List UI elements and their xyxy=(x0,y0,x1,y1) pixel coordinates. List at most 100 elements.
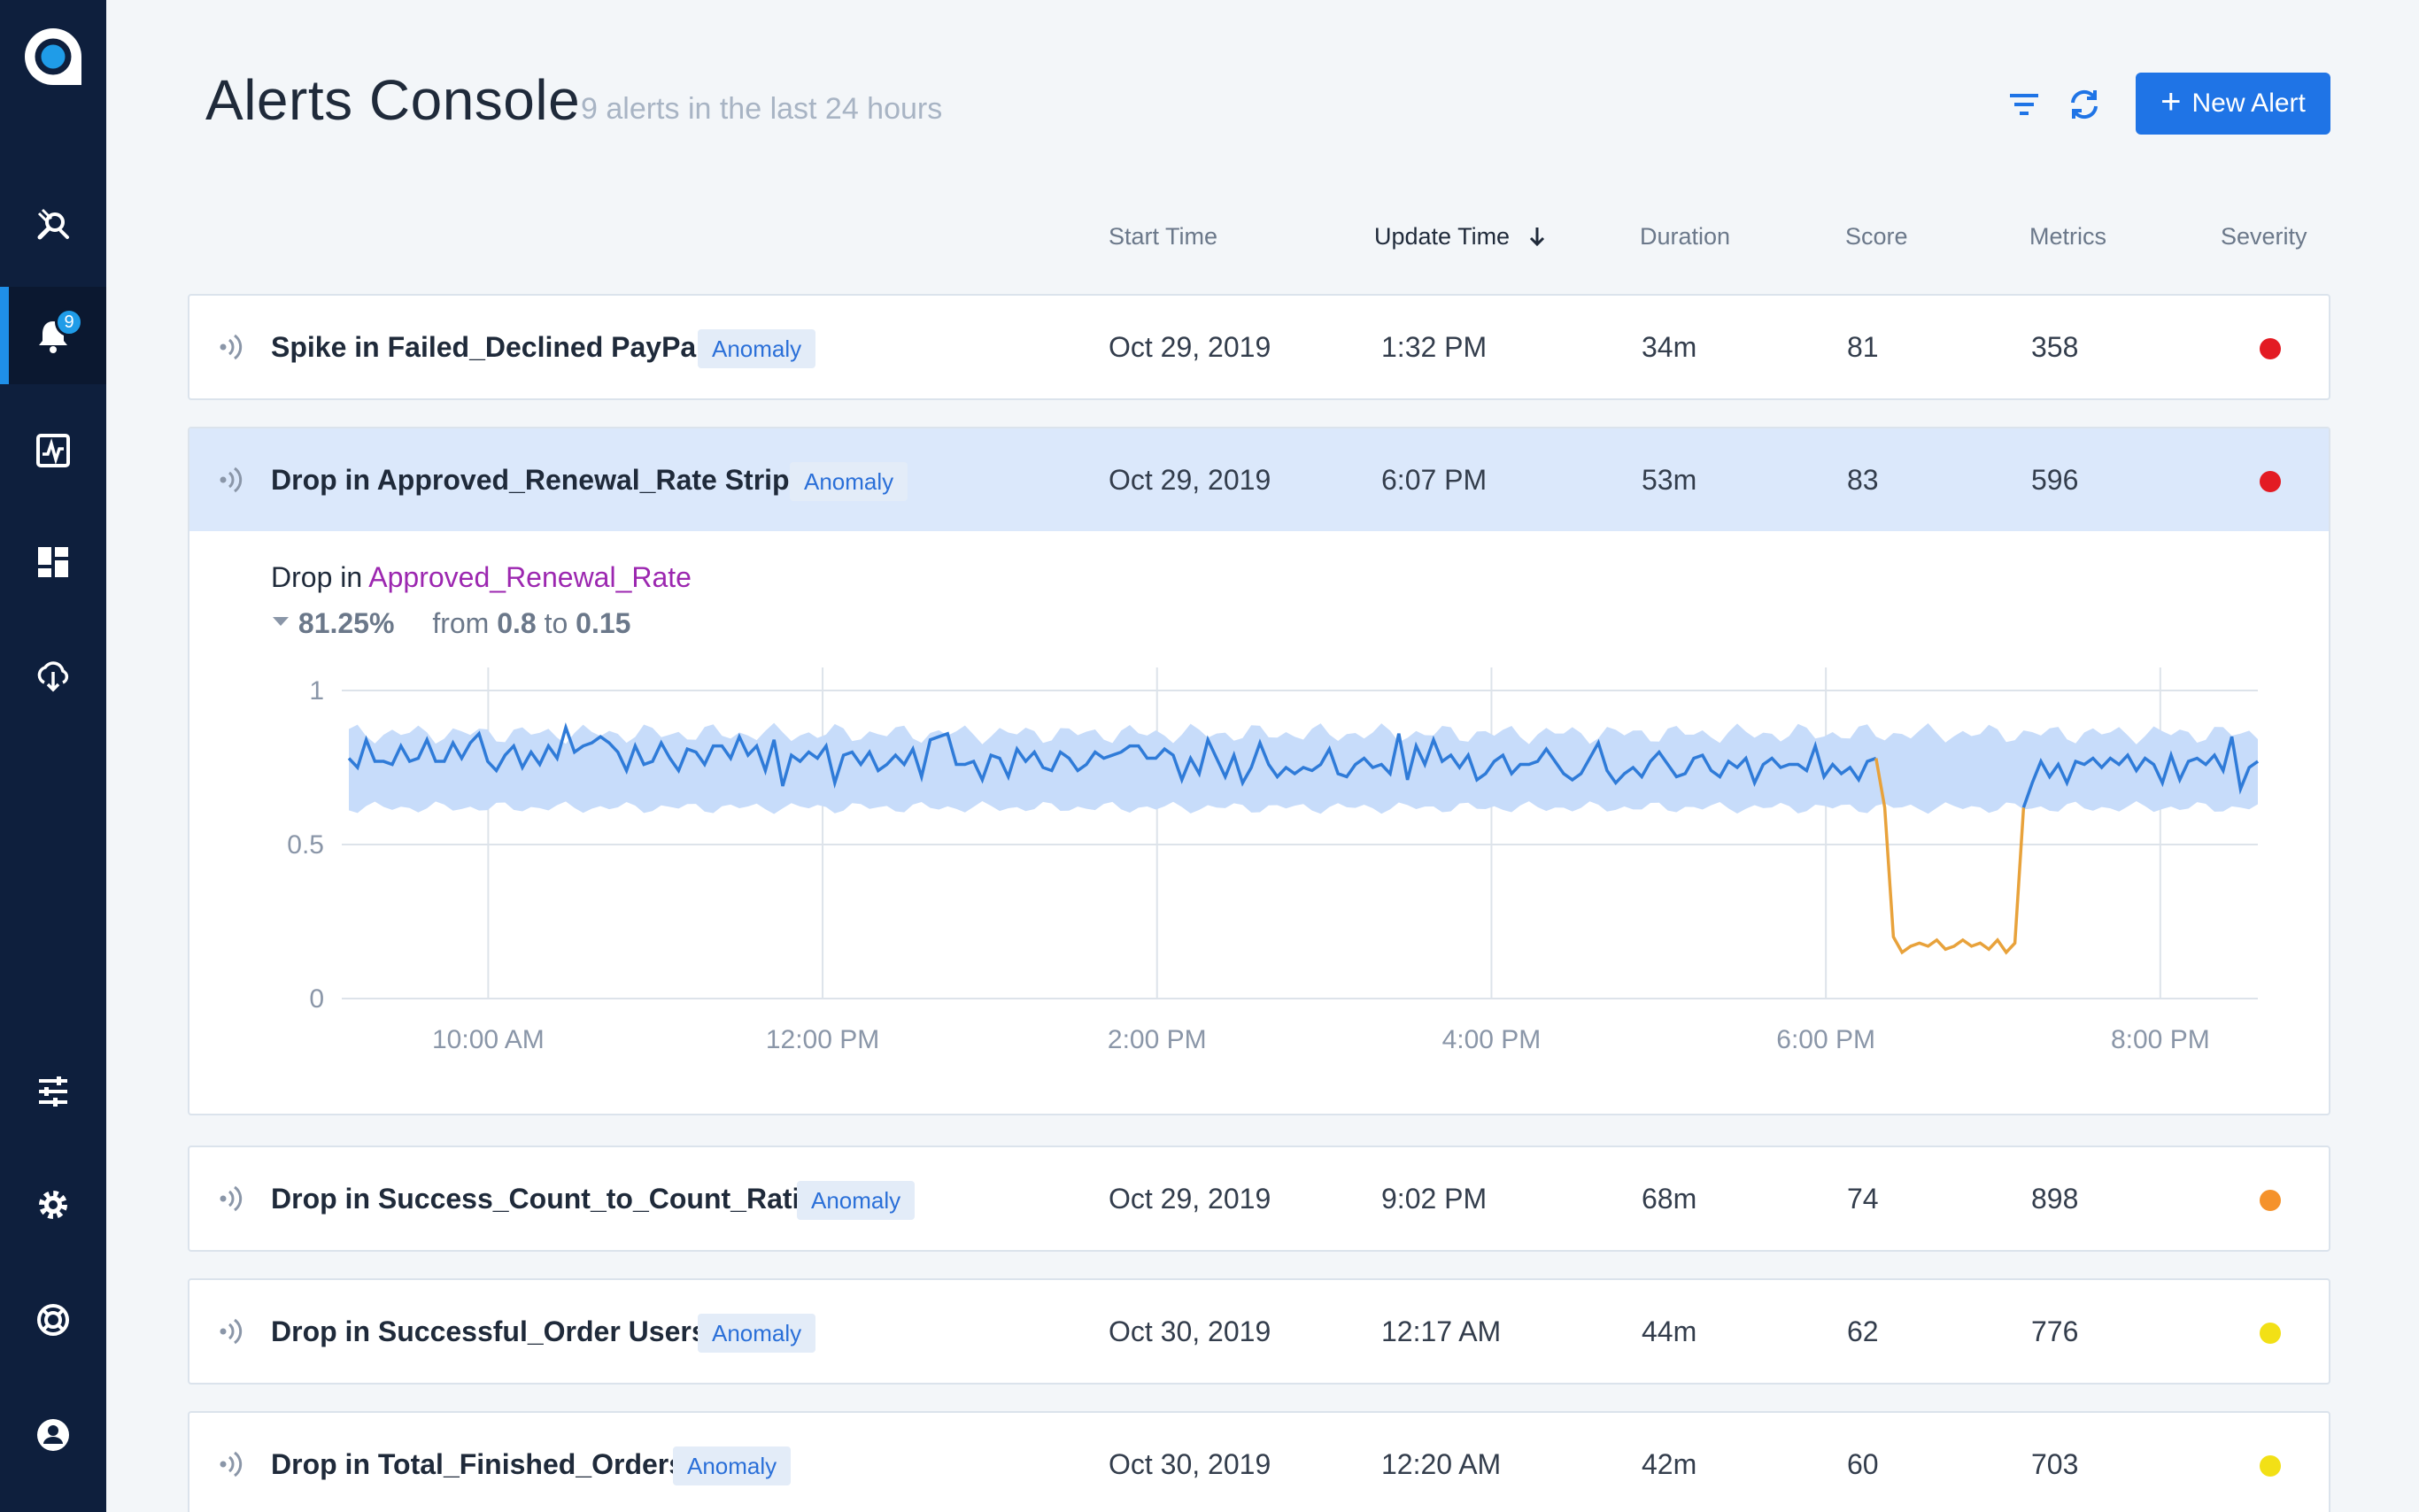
sort-descending-icon xyxy=(1529,228,1544,247)
alert-row[interactable]: Spike in Failed_Declined PayPal Anomaly … xyxy=(188,294,2330,400)
sidebar-item-integrations[interactable] xyxy=(0,627,106,724)
start-time: Oct 29, 2019 xyxy=(1109,331,1271,363)
alerts-count-badge: 9 xyxy=(55,308,83,336)
alert-row-header[interactable]: Drop in Successful_Order Users Anomaly O… xyxy=(189,1280,2329,1383)
update-time: 6:07 PM xyxy=(1381,464,1488,496)
metrics-count: 703 xyxy=(2031,1448,2079,1480)
sidebar-item-dashboards[interactable] xyxy=(0,513,106,611)
alert-row-header[interactable]: Drop in Success_Count_to_Count_Ratio Ano… xyxy=(189,1147,2329,1250)
metric-description: Drop in Approved_Renewal_Rate xyxy=(271,561,692,594)
change-percent: 81.25% xyxy=(298,607,395,639)
metrics-count: 596 xyxy=(2031,464,2079,496)
search-satellite-icon xyxy=(37,208,69,240)
sidebar-item-alerts[interactable]: 9 xyxy=(0,287,106,384)
column-start-time[interactable]: Start Time xyxy=(1109,223,1218,250)
score: 83 xyxy=(1847,464,1879,496)
alert-row-expanded[interactable]: Drop in Approved_Renewal_Rate Stripe Ano… xyxy=(188,427,2330,1115)
activity-chart-icon xyxy=(36,434,70,467)
page-title: Alerts Console xyxy=(205,68,581,132)
sidebar-item-filters[interactable] xyxy=(0,1043,106,1140)
user-icon xyxy=(37,1419,69,1451)
alert-title: Drop in Total_Finished_Orders xyxy=(271,1448,685,1480)
column-severity[interactable]: Severity xyxy=(2221,223,2307,250)
sidebar-item-activity[interactable] xyxy=(0,402,106,499)
alert-row[interactable]: Drop in Total_Finished_Orders Anomaly Oc… xyxy=(188,1411,2330,1512)
update-time: 9:02 PM xyxy=(1381,1183,1488,1215)
start-time: Oct 30, 2019 xyxy=(1109,1448,1271,1480)
x-tick-label: 2:00 PM xyxy=(1108,1025,1207,1054)
anomaly-tag: Anomaly xyxy=(698,329,816,368)
from-value: 0.8 xyxy=(497,607,537,639)
column-duration[interactable]: Duration xyxy=(1640,223,1731,250)
refresh-icon[interactable] xyxy=(2065,85,2104,124)
series-line xyxy=(2021,736,2260,808)
new-alert-label: New Alert xyxy=(2191,89,2306,118)
severity-indicator xyxy=(2260,471,2281,492)
severity-indicator xyxy=(2260,1190,2281,1211)
caret-down-icon xyxy=(273,617,289,626)
alert-row[interactable]: Drop in Success_Count_to_Count_Ratio Ano… xyxy=(188,1146,2330,1252)
cloud-download-icon xyxy=(37,661,69,692)
y-tick-label: 0 xyxy=(309,984,324,1014)
alert-row[interactable]: Drop in Successful_Order Users Anomaly O… xyxy=(188,1278,2330,1385)
dashboard-icon xyxy=(38,547,68,577)
start-time: Oct 29, 2019 xyxy=(1109,1183,1271,1215)
severity-indicator xyxy=(2260,1455,2281,1477)
sidebar: 9 xyxy=(0,0,106,1512)
anomaly-tag: Anomaly xyxy=(698,1314,816,1353)
alert-row-header[interactable]: Spike in Failed_Declined PayPal Anomaly … xyxy=(189,296,2329,398)
x-tick-label: 12:00 PM xyxy=(766,1025,879,1054)
score: 81 xyxy=(1847,331,1879,363)
column-score[interactable]: Score xyxy=(1845,223,1908,250)
sidebar-item-help[interactable] xyxy=(0,1271,106,1369)
sidebar-item-profile[interactable] xyxy=(0,1386,106,1484)
duration: 42m xyxy=(1642,1448,1697,1480)
to-word: to xyxy=(544,607,568,639)
new-alert-button[interactable]: + New Alert xyxy=(2136,73,2330,135)
severity-indicator xyxy=(2260,1323,2281,1344)
help-lifebuoy-icon xyxy=(37,1304,69,1336)
y-tick-label: 0.5 xyxy=(287,830,324,860)
duration: 68m xyxy=(1642,1183,1697,1215)
alert-row-header[interactable]: Drop in Total_Finished_Orders Anomaly Oc… xyxy=(189,1413,2329,1512)
to-value: 0.15 xyxy=(576,607,631,639)
start-time: Oct 30, 2019 xyxy=(1109,1315,1271,1347)
app-logo-icon[interactable] xyxy=(23,27,83,87)
score: 62 xyxy=(1847,1315,1879,1347)
column-update-time[interactable]: Update Time xyxy=(1374,223,1549,251)
signal-icon xyxy=(220,1318,243,1345)
signal-icon xyxy=(220,467,243,493)
start-time: Oct 29, 2019 xyxy=(1109,464,1271,496)
score: 60 xyxy=(1847,1448,1879,1480)
x-tick-label: 10:00 AM xyxy=(432,1025,545,1054)
alert-title: Spike in Failed_Declined PayPal xyxy=(271,331,705,363)
duration: 34m xyxy=(1642,331,1697,363)
signal-icon xyxy=(220,1451,243,1477)
alert-title: Drop in Approved_Renewal_Rate Stripe xyxy=(271,464,806,496)
sidebar-item-explore[interactable] xyxy=(0,175,106,273)
signal-icon xyxy=(220,334,243,360)
metrics-count: 898 xyxy=(2031,1183,2079,1215)
plus-icon: + xyxy=(2160,82,2182,121)
duration: 53m xyxy=(1642,464,1697,496)
anomaly-line xyxy=(1874,758,2026,955)
update-time: 1:32 PM xyxy=(1381,331,1488,363)
metrics-count: 776 xyxy=(2031,1315,2079,1347)
anomaly-tag: Anomaly xyxy=(673,1446,792,1485)
column-update-time-label: Update Time xyxy=(1374,223,1511,250)
update-time: 12:20 AM xyxy=(1381,1448,1502,1480)
anomaly-tag: Anomaly xyxy=(790,462,908,501)
anomaly-tag: Anomaly xyxy=(797,1181,916,1220)
alert-row-header[interactable]: Drop in Approved_Renewal_Rate Stripe Ano… xyxy=(189,428,2329,531)
column-metrics[interactable]: Metrics xyxy=(2029,223,2106,250)
x-tick-label: 8:00 PM xyxy=(2111,1025,2210,1054)
filter-icon[interactable] xyxy=(2005,85,2044,124)
severity-indicator xyxy=(2260,338,2281,359)
anomaly-chart: 0 0.5 1 10:00 AM 12:00 PM 2:00 PM 4:00 PM 6:00 … xyxy=(287,667,2260,1054)
metric-name-link[interactable]: Approved_Renewal_Rate xyxy=(368,561,692,593)
metrics-count: 358 xyxy=(2031,331,2079,363)
sidebar-item-settings[interactable] xyxy=(0,1156,106,1254)
metric-prefix: Drop in xyxy=(271,561,363,593)
sliders-icon xyxy=(39,1076,67,1107)
alerts-summary: 9 alerts in the last 24 hours xyxy=(581,92,943,126)
